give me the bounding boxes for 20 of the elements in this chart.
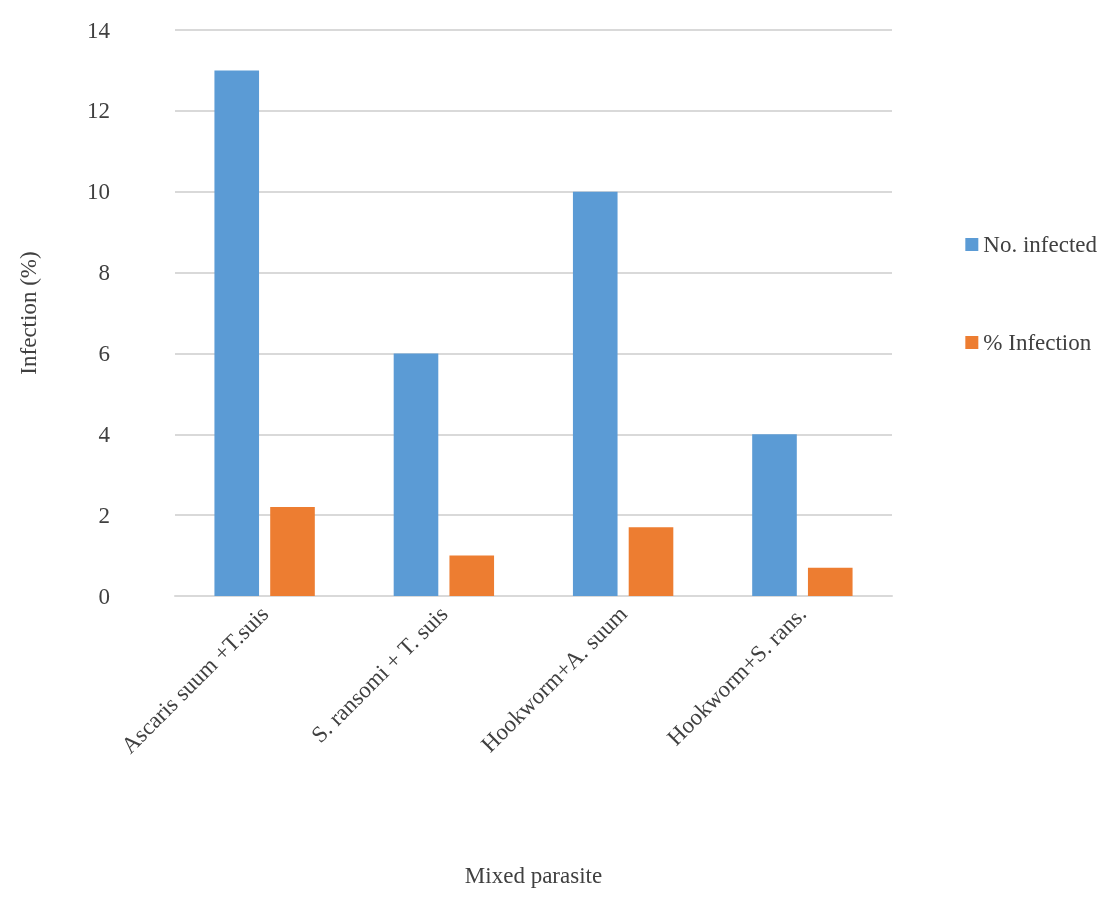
- x-axis-title: Mixed parasite: [464, 863, 603, 888]
- y-tick-label: 10: [87, 179, 110, 205]
- legend-label: No. infected: [983, 232, 1098, 257]
- bar: [572, 191, 618, 596]
- y-tick-label: 6: [98, 340, 110, 366]
- bar: [807, 567, 853, 596]
- y-tick-label: 2: [98, 502, 110, 528]
- y-tick-label: 8: [98, 260, 110, 286]
- y-tick-label: 14: [87, 17, 111, 43]
- y-tick-label: 0: [98, 583, 110, 609]
- legend-label: % Infection: [983, 330, 1092, 355]
- y-tick-label: 12: [87, 98, 110, 124]
- bar: [393, 353, 439, 596]
- y-tick-label: 4: [98, 421, 111, 447]
- bar: [214, 70, 260, 596]
- y-axis-title: Infection (%): [16, 251, 41, 375]
- bar: [270, 507, 315, 596]
- bar: [752, 434, 797, 596]
- bar: [628, 527, 674, 596]
- bar: [449, 555, 495, 596]
